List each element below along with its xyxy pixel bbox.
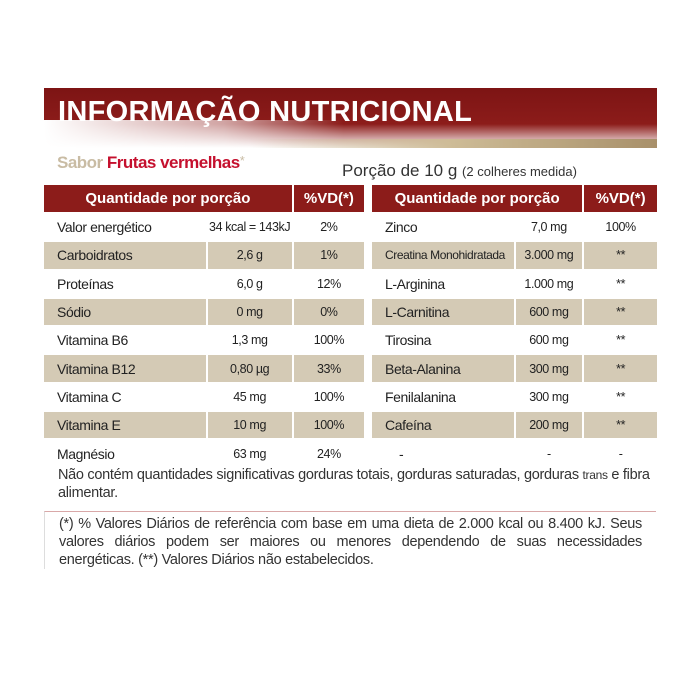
- cell-value: 6,0 g: [236, 276, 263, 291]
- cell-vd: **: [616, 333, 626, 348]
- flavor-mark: *: [239, 153, 245, 168]
- cell-name: Valor energético: [57, 219, 152, 236]
- table-row: Beta-Alanina 300 mg **: [372, 355, 657, 382]
- cell-name: Creatina Monohidratada: [372, 242, 514, 269]
- cell-value: 600 mg: [515, 298, 583, 326]
- cell-vd: 33%: [293, 355, 364, 382]
- cell-vd: 2%: [320, 220, 338, 235]
- cell-vd: -: [618, 446, 623, 461]
- cell-name: Magnésio: [57, 445, 115, 462]
- cell-value: 34 kcal = 143kJ: [209, 220, 291, 235]
- portion-label: Porção de 10 g (2 colheres medida): [342, 161, 577, 181]
- page-title: INFORMAÇÃO NUTRICIONAL: [58, 96, 473, 128]
- cell-value: 63 mg: [233, 446, 266, 461]
- cell-name: Beta-Alanina: [372, 355, 514, 382]
- cell-vd: 0%: [293, 298, 364, 326]
- cell-value: 300 mg: [529, 389, 569, 404]
- table-row: L-Carnitina 600 mg **: [372, 298, 657, 326]
- vd-header: %VD(*): [293, 185, 364, 212]
- cell-value: 1,3 mg: [231, 333, 268, 348]
- cell-name: Fenilalanina: [385, 388, 456, 405]
- table-row: ---: [372, 440, 657, 466]
- cell-vd: **: [616, 389, 626, 404]
- cell-name: Cafeína: [372, 412, 514, 439]
- cell-value: 10 mg: [207, 412, 292, 439]
- cell-value: -: [546, 446, 551, 461]
- cell-name: Zinco: [385, 219, 418, 236]
- nutrition-note: Não contém quantidades significativas go…: [58, 466, 658, 502]
- cell-value: 2,6 g: [207, 242, 292, 269]
- flavor-name: Frutas vermelhas: [106, 153, 240, 172]
- table-row: Fenilalanina 300 mg **: [372, 384, 657, 410]
- table-row: Zinco 7,0 mg 100%: [372, 214, 657, 240]
- cell-name: Proteínas: [57, 275, 114, 292]
- cell-name: Vitamina B6: [57, 332, 128, 349]
- table-row: Tirosina 600 mg **: [372, 327, 657, 353]
- table-row: Proteínas 6,0 g 12%: [44, 271, 364, 297]
- cell-name: Vitamina B12: [44, 355, 206, 382]
- cell-vd: **: [584, 298, 657, 326]
- nutrition-table-right: Quantidade por porção %VD(*) Zinco 7,0 mg 10…: [370, 183, 659, 469]
- cell-vd: 24%: [316, 446, 341, 461]
- gold-stripe: [250, 139, 657, 148]
- cell-vd: **: [584, 242, 657, 269]
- cell-name: L-Carnitina: [372, 298, 514, 326]
- cell-value: 600 mg: [529, 333, 569, 348]
- cell-name: Carboidratos: [44, 242, 206, 269]
- table-row: Vitamina B6 1,3 mg 100%: [44, 327, 364, 353]
- table-row: Vitamina B12 0,80 µg 33%: [44, 355, 364, 382]
- table-row: L-Arginina 1.000 mg **: [372, 271, 657, 297]
- table-row: Valor energético 34 kcal = 143kJ 2%: [44, 214, 364, 240]
- cell-value: 3.000 mg: [515, 242, 583, 269]
- cell-vd: 1%: [293, 242, 364, 269]
- table-row: Vitamina E 10 mg 100%: [44, 412, 364, 439]
- cell-name: -: [399, 445, 404, 462]
- cell-vd: 100%: [313, 389, 345, 404]
- cell-vd: 12%: [316, 276, 341, 291]
- table-row: Magnésio 63 mg 24%: [44, 440, 364, 466]
- portion-detail: (2 colheres medida): [462, 164, 577, 179]
- cell-vd: **: [616, 276, 626, 291]
- qty-header: Quantidade por porção: [372, 185, 583, 212]
- cell-vd: 100%: [293, 412, 364, 439]
- qty-header: Quantidade por porção: [44, 185, 292, 212]
- cell-value: 300 mg: [515, 355, 583, 382]
- cell-value: 200 mg: [515, 412, 583, 439]
- table-row: Carboidratos 2,6 g 1%: [44, 242, 364, 269]
- cell-name: Tirosina: [385, 332, 432, 349]
- cell-vd: 100%: [605, 220, 636, 235]
- note-rest: e fibra alimentar.: [58, 467, 650, 501]
- table-row: Sódio 0 mg 0%: [44, 298, 364, 326]
- flavor-label: Sabor Frutas vermelhas*: [57, 153, 245, 173]
- footnote-box: (*) % Valores Diários de referência com …: [44, 511, 656, 569]
- table-row: Vitamina C 45 mg 100%: [44, 384, 364, 410]
- cell-vd: **: [584, 355, 657, 382]
- cell-name: L-Arginina: [385, 275, 445, 292]
- cell-value: 0 mg: [207, 298, 292, 326]
- cell-value: 0,80 µg: [207, 355, 292, 382]
- table-row: Cafeína 200 mg **: [372, 412, 657, 439]
- cell-value: 1.000 mg: [524, 276, 574, 291]
- note-text: Não contém quantidades significativas go…: [58, 467, 579, 483]
- cell-name: Sódio: [44, 298, 206, 326]
- cell-value: 7,0 mg: [530, 220, 567, 235]
- table-row: Creatina Monohidratada 3.000 mg **: [372, 242, 657, 269]
- cell-name: Vitamina E: [44, 412, 206, 439]
- flavor-prefix: Sabor: [57, 153, 103, 172]
- nutrition-table-left: Quantidade por porção %VD(*) Valor energét…: [42, 183, 366, 469]
- portion-main: Porção de 10 g: [342, 161, 458, 180]
- vd-header: %VD(*): [584, 185, 657, 212]
- cell-vd: 100%: [313, 333, 345, 348]
- cell-vd: **: [584, 412, 657, 439]
- note-trans: trans: [582, 468, 608, 482]
- cell-name: Vitamina C: [57, 388, 122, 405]
- cell-value: 45 mg: [233, 389, 266, 404]
